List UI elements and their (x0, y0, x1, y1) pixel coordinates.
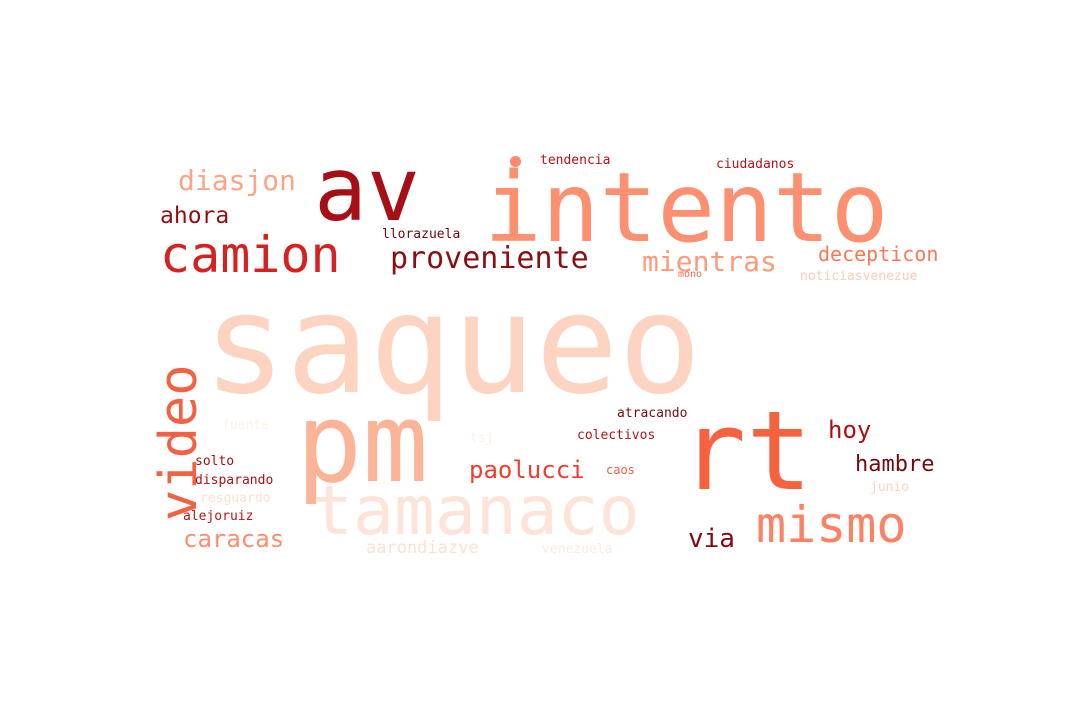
word-mismo: mismo (756, 496, 907, 554)
word-paolucci: paolucci (469, 456, 585, 484)
word-dot (510, 156, 521, 167)
word-junio: junio (870, 480, 910, 495)
word-solto: solto (195, 454, 235, 469)
word-proveniente: proveniente (390, 241, 589, 276)
word-fuente: fuente (222, 418, 269, 433)
word-caos: caos (606, 463, 635, 477)
word-atracando: atracando (617, 406, 688, 421)
word-resguardo: resguardo (200, 491, 271, 506)
word-mientras: mientras (642, 245, 777, 278)
word-llorazuela: llorazuela (382, 227, 461, 242)
word-noticiasvenezue: noticiasvenezue (800, 269, 918, 284)
word-pm: pm (296, 379, 429, 507)
word-tendencia: tendencia (540, 153, 611, 168)
word-tsj: tsj (470, 431, 494, 446)
word-venezuela: venezuela (542, 542, 613, 557)
word-intento: intento (484, 152, 889, 264)
word-ahora: ahora (160, 203, 230, 229)
word-via: via (688, 524, 735, 554)
word-hoy: hoy (828, 416, 872, 444)
word-rt: rt (680, 387, 813, 515)
word-saqueo: saqueo (203, 264, 702, 425)
word-disparando: disparando (195, 473, 274, 488)
word-ciudadanos: ciudadanos (716, 157, 795, 172)
word-alejoruiz: alejoruiz (183, 509, 254, 524)
word-av: av (314, 138, 420, 241)
word-aarondiazve: aarondiazve (366, 538, 479, 558)
word-colectivos: colectivos (577, 428, 656, 443)
word-hambre: hambre (855, 452, 935, 477)
word-video: video (149, 364, 209, 521)
word-mono: mono (678, 269, 703, 280)
word-camion: camion (160, 226, 341, 284)
word-decepticon: decepticon (818, 242, 939, 266)
word-caracas: caracas (183, 525, 285, 553)
word-diasjon: diasjon (178, 164, 297, 197)
word-tamanaco: tamanaco (312, 472, 640, 551)
